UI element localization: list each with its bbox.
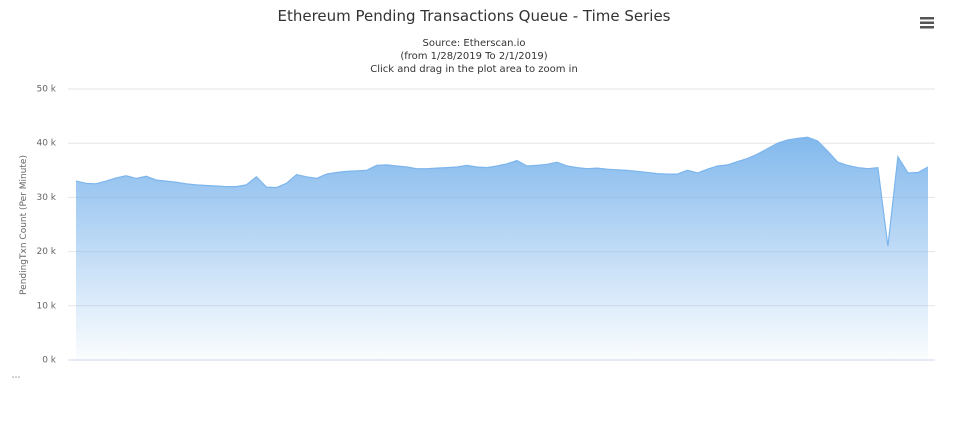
- subtitle: Click and drag in the plot area to zoom …: [370, 64, 578, 75]
- ellipsis: [12, 376, 20, 378]
- area-line: [75, 136, 929, 247]
- y-tick-label: 20 k: [36, 247, 56, 257]
- y-tick-label: 50 k: [36, 85, 56, 95]
- menu-button[interactable]: [918, 14, 936, 32]
- area-fill: [76, 137, 928, 360]
- menu-bar: [920, 21, 934, 24]
- subtitle: Source: Etherscan.io: [423, 38, 526, 49]
- y-tick-label: 40 k: [36, 139, 56, 149]
- y-tick-label: 10 k: [36, 301, 56, 311]
- chart-title: Ethereum Pending Transactions Queue - Ti…: [277, 7, 670, 25]
- menu-bar: [920, 26, 934, 29]
- y-axis-label: PendingTxn Count (Per Minute): [19, 155, 29, 295]
- y-tick-label: 30 k: [36, 193, 56, 203]
- menu-bar: [920, 17, 934, 20]
- y-tick-label: 0 k: [42, 356, 57, 366]
- subtitle: (from 1/28/2019 To 2/1/2019): [400, 51, 547, 62]
